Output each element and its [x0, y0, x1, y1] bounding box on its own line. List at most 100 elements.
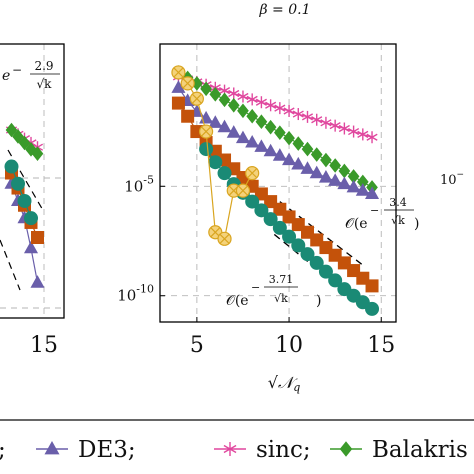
svg-text:3.71: 3.71: [269, 273, 294, 286]
left-panel-frame: [0, 43, 65, 319]
svg-text:): ): [316, 293, 321, 309]
point-teal: [300, 247, 315, 262]
point-balakrishnan: [227, 97, 240, 113]
point-de3: [217, 119, 232, 133]
series-line-sinc: [178, 76, 373, 138]
legend-label: sinc;: [256, 437, 311, 463]
point-teal: [217, 166, 232, 181]
point-balakrishnan: [237, 103, 249, 119]
point-teal: [309, 255, 324, 270]
point-sinc: [292, 108, 304, 121]
svg-text:2.9: 2.9: [34, 59, 53, 73]
point-brown: [181, 109, 195, 123]
point-sinc: [311, 113, 323, 126]
point-sinc: [265, 99, 277, 112]
point-brown: [365, 279, 379, 293]
point-de3: [355, 183, 370, 196]
point-de3: [337, 176, 352, 190]
legend-item-3: Balakris: [330, 437, 468, 463]
right-panel-partial: 10−: [440, 170, 464, 188]
point-balakrishnan: [246, 108, 259, 124]
point-teal: [254, 203, 269, 218]
left-point-balakrishnan: [18, 135, 31, 151]
point-de3: [318, 170, 333, 183]
left-point-teal: [11, 176, 25, 191]
point-de3: [365, 186, 380, 199]
point-de3: [208, 115, 223, 128]
point-balakrishnan: [264, 119, 277, 135]
point-brown: [171, 96, 185, 110]
point-de3: [245, 134, 260, 148]
point-balakrishnan: [218, 92, 231, 108]
point-balakrishnan: [301, 141, 314, 157]
point-sinc: [228, 87, 240, 100]
svg-text:𝒪(e: 𝒪(e: [345, 216, 368, 232]
left-annotation: e − 2.9 √k: [2, 59, 60, 91]
point-orange: [198, 124, 214, 139]
point-balakrishnan: [209, 87, 222, 102]
main-panel: β = 0.1 5 10 15 10-5 10-10 √𝒩q 𝒪(e − 3.4 √k…: [117, 2, 419, 394]
point-teal: [291, 238, 306, 253]
svg-text:√k: √k: [274, 292, 288, 305]
annotation-upper: 𝒪(e − 3.4 √k ): [345, 196, 419, 232]
svg-text:𝒪(e: 𝒪(e: [226, 293, 249, 309]
point-balakrishnan: [255, 114, 268, 130]
point-teal: [282, 229, 297, 244]
point-teal: [365, 301, 380, 316]
svg-text:√k: √k: [37, 77, 53, 91]
left-series-line-teal: [10, 166, 32, 219]
point-balakrishnan: [200, 81, 212, 97]
point-de3: [346, 179, 361, 193]
point-sinc: [357, 128, 369, 141]
point-de3: [272, 148, 287, 161]
svg-text:−: −: [251, 281, 260, 294]
left-point-teal: [4, 159, 19, 174]
left-point-teal: [24, 211, 38, 226]
series-orange: [171, 65, 260, 246]
left-point-balakrishnan: [31, 146, 44, 161]
left-series-balakrishnan: [5, 122, 44, 161]
x-tick-label: 5: [190, 333, 204, 358]
point-balakrishnan: [329, 158, 341, 173]
main-panel-marks: [171, 65, 380, 316]
main-panel-frame: [159, 43, 397, 323]
point-sinc: [320, 116, 332, 129]
left-point-de3: [30, 275, 45, 288]
point-teal: [318, 264, 333, 279]
left-point-balakrishnan: [5, 122, 18, 138]
panel-title: β = 0.1: [259, 2, 311, 18]
x-axis-label: √𝒩q: [268, 373, 301, 394]
point-sinc: [329, 119, 341, 132]
left-point-brown: [31, 231, 44, 244]
point-orange: [235, 183, 251, 198]
point-balakrishnan: [283, 130, 295, 146]
point-teal: [272, 220, 287, 235]
point-sinc: [255, 96, 267, 109]
legend-item-2: sinc;: [214, 437, 311, 463]
point-sinc: [274, 102, 286, 115]
svg-text:3.4: 3.4: [389, 196, 407, 209]
point-balakrishnan: [338, 163, 351, 179]
point-de3: [254, 139, 269, 152]
left-panel-grid: [0, 44, 64, 318]
series-balakrishnan: [172, 65, 378, 195]
point-balakrishnan: [320, 152, 332, 168]
point-de3: [309, 165, 324, 179]
y-tick-label: 10-10: [117, 283, 154, 305]
legend-item-1: DE3;: [36, 437, 136, 463]
point-sinc: [301, 110, 314, 123]
point-sinc: [283, 104, 295, 117]
point-orange: [217, 231, 232, 246]
left-point-de3: [23, 240, 39, 254]
point-teal: [263, 212, 278, 227]
point-balakrishnan: [292, 136, 305, 151]
left-point-balakrishnan: [12, 129, 24, 144]
svg-text:√k: √k: [391, 214, 405, 227]
point-sinc: [246, 93, 258, 106]
main-y-ticks: 10-5 10-10: [117, 173, 165, 305]
legend-marker: [223, 442, 237, 456]
point-de3: [300, 161, 315, 174]
point-teal: [199, 142, 214, 157]
left-x-tick-15: 15: [30, 333, 58, 358]
